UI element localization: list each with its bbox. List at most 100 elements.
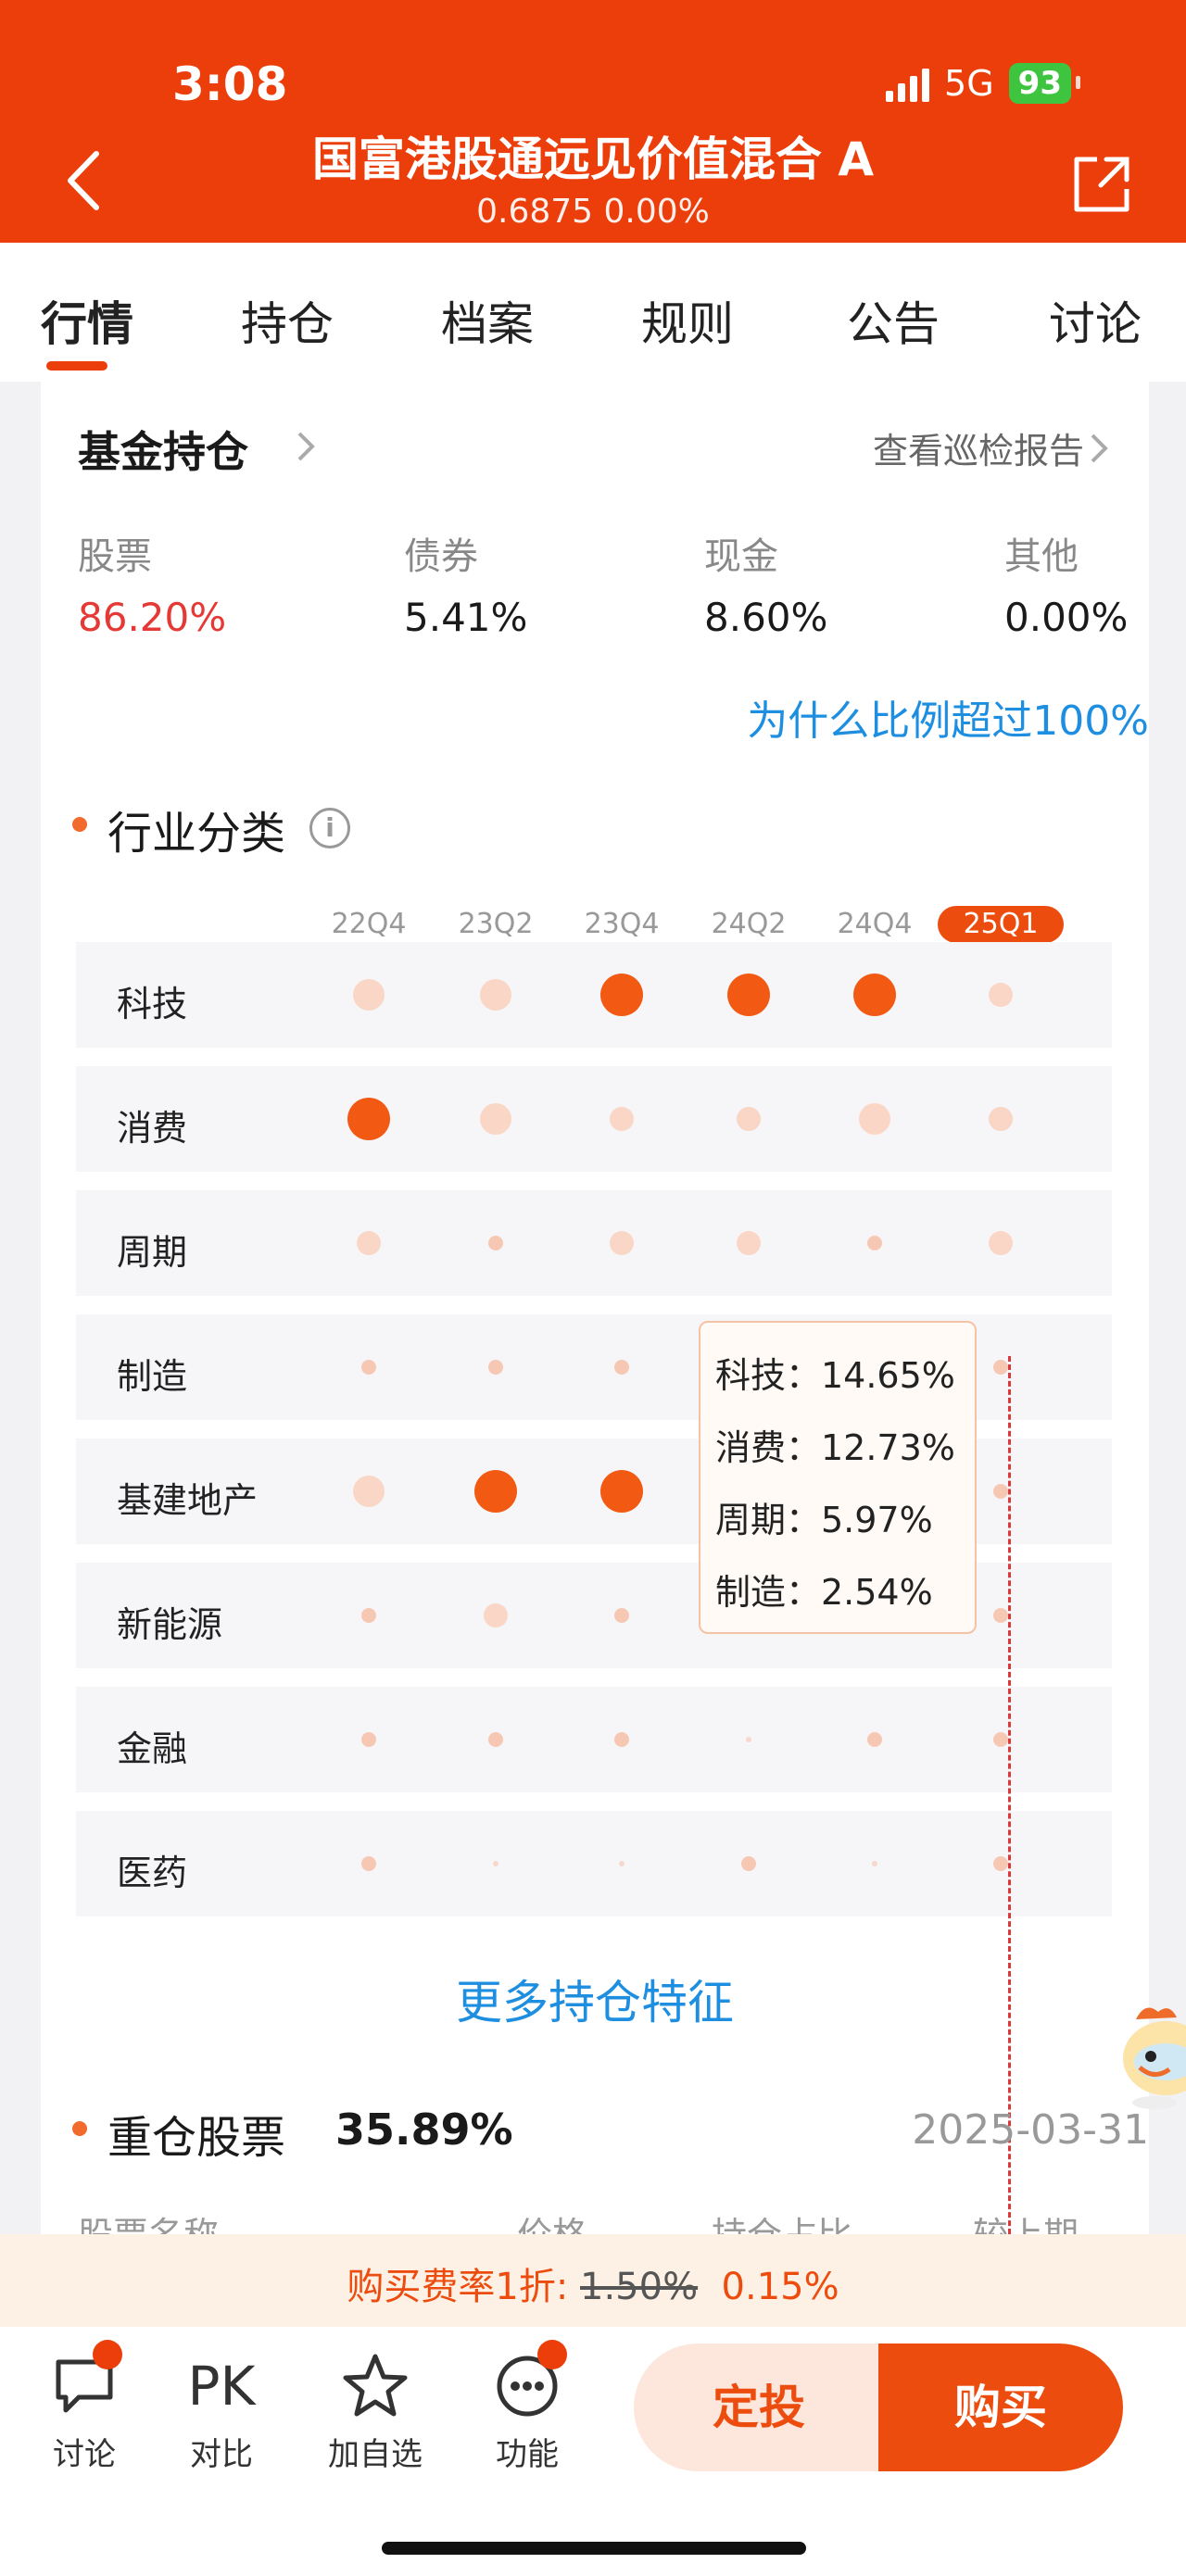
heavy-stocks-ratio: 35.89% <box>335 2105 513 2155</box>
industry-bubble[interactable] <box>347 1098 390 1140</box>
promo-prefix: 购买费率1折: <box>347 2266 581 2308</box>
industry-bubble[interactable] <box>361 1732 376 1747</box>
industry-bubble[interactable] <box>859 1103 890 1135</box>
industry-bubble[interactable] <box>480 979 511 1011</box>
tab-holdings[interactable]: 持仓 <box>241 297 334 351</box>
industry-bubble[interactable] <box>353 1476 385 1507</box>
tab-announcements[interactable]: 公告 <box>847 297 940 351</box>
industry-bubble[interactable] <box>488 1732 503 1747</box>
industry-bubble[interactable] <box>989 983 1013 1007</box>
discuss-button[interactable]: 讨论 <box>24 2349 145 2474</box>
industry-bubble[interactable] <box>737 1231 761 1255</box>
active-tab-indicator <box>46 361 107 371</box>
industry-row[interactable]: 医药 <box>76 1811 1112 1916</box>
star-icon <box>343 2354 408 2417</box>
industry-bubble[interactable] <box>619 1861 625 1866</box>
industry-bubble[interactable] <box>989 1231 1013 1255</box>
alloc-value-cash: 8.60% <box>704 595 828 640</box>
industry-title: 行业分类 <box>71 797 285 861</box>
industry-bubble[interactable] <box>853 974 896 1016</box>
heavy-stocks-title[interactable]: 重仓股票 <box>71 2101 285 2166</box>
alloc-label-other: 其他 <box>1004 535 1079 578</box>
quarter-label[interactable]: 23Q2 <box>458 908 534 940</box>
industry-bubble[interactable] <box>993 1360 1008 1375</box>
back-arrow-icon[interactable] <box>61 148 107 213</box>
quarter-label[interactable]: 23Q4 <box>584 908 660 940</box>
industry-bubble[interactable] <box>488 1360 503 1375</box>
chevron-right-icon[interactable] <box>295 430 317 463</box>
industry-bubble[interactable] <box>610 1231 634 1255</box>
industry-bubble[interactable] <box>357 1231 381 1255</box>
more-dots-icon <box>497 2356 558 2417</box>
industry-bubble[interactable] <box>872 1861 877 1866</box>
industry-bubble[interactable] <box>614 1360 629 1375</box>
industry-label: 周期 <box>117 1232 188 1273</box>
home-indicator[interactable] <box>382 2542 806 2555</box>
industry-bubble[interactable] <box>614 1732 629 1747</box>
industry-label: 消费 <box>117 1108 188 1149</box>
chevron-right-icon[interactable] <box>1088 432 1110 465</box>
functions-button[interactable]: 功能 <box>467 2349 587 2474</box>
tab-profile[interactable]: 档案 <box>441 297 534 351</box>
quarter-label[interactable]: 22Q4 <box>331 908 407 940</box>
alloc-value-bond: 5.41% <box>404 595 528 640</box>
compare-button[interactable]: PK 对比 <box>161 2349 282 2474</box>
top-header: 3:08 5G 93 国富港股通远见价值混合 A 0.6875 0.00% <box>0 0 1186 243</box>
industry-bubble[interactable] <box>727 974 770 1016</box>
industry-bubble[interactable] <box>993 1856 1008 1871</box>
sip-button[interactable]: 定投 <box>634 2344 884 2471</box>
industry-label: 新能源 <box>117 1604 223 1645</box>
industry-bubble[interactable] <box>867 1732 882 1747</box>
holdings-title[interactable]: 基金持仓 <box>78 427 248 477</box>
industry-bubble[interactable] <box>474 1470 517 1513</box>
info-icon[interactable]: i <box>309 808 350 848</box>
industry-bubble[interactable] <box>867 1236 882 1250</box>
industry-bubble[interactable] <box>361 1856 376 1871</box>
industry-bubble[interactable] <box>741 1856 756 1871</box>
industry-row[interactable]: 消费 <box>76 1066 1112 1172</box>
promo-new-rate: 0.15% <box>721 2266 839 2308</box>
tooltip-line: 制造：2.54% <box>715 1572 933 1613</box>
industry-bubble[interactable] <box>993 1608 1008 1623</box>
alloc-value-stock: 86.20% <box>78 595 227 640</box>
inspection-report-link[interactable]: 查看巡检报告 <box>872 431 1084 471</box>
industry-bubble[interactable] <box>488 1236 503 1250</box>
tab-bar: 行情 持仓 档案 规则 公告 讨论 <box>0 243 1186 382</box>
industry-bubble[interactable] <box>600 974 643 1016</box>
more-holding-features-link[interactable]: 更多持仓特征 <box>456 1976 734 2029</box>
tab-discussion[interactable]: 讨论 <box>1049 297 1142 351</box>
industry-bubble[interactable] <box>737 1107 761 1131</box>
mascot-icon[interactable] <box>1117 1992 1186 2112</box>
fee-promo-bar[interactable]: 购买费率1折: 1.50% 0.15% <box>0 2234 1186 2327</box>
buy-button[interactable]: 购买 <box>878 2344 1123 2471</box>
industry-bubble[interactable] <box>993 1484 1008 1499</box>
industry-bubble[interactable] <box>993 1732 1008 1747</box>
industry-bubble[interactable] <box>614 1608 629 1623</box>
quarter-label[interactable]: 24Q4 <box>837 908 913 940</box>
notification-dot <box>537 2340 567 2369</box>
industry-bubble[interactable] <box>361 1608 376 1623</box>
industry-bubble[interactable] <box>746 1737 751 1742</box>
tab-quotes[interactable]: 行情 <box>41 297 133 351</box>
industry-label: 医药 <box>117 1853 188 1893</box>
industry-bubble[interactable] <box>989 1107 1013 1131</box>
industry-row[interactable]: 金融 <box>76 1687 1112 1792</box>
industry-bubble[interactable] <box>353 979 385 1011</box>
signal-icon <box>886 65 930 102</box>
industry-bubble[interactable] <box>361 1360 376 1375</box>
industry-bubble[interactable] <box>600 1470 643 1513</box>
add-watchlist-button[interactable]: 加自选 <box>315 2349 435 2474</box>
fund-title: 国富港股通远见价值混合 A <box>311 132 875 186</box>
quarter-label[interactable]: 24Q2 <box>711 908 787 940</box>
share-icon[interactable] <box>1069 152 1134 217</box>
industry-bubble[interactable] <box>484 1603 508 1627</box>
industry-row[interactable]: 科技 <box>76 942 1112 1048</box>
industry-bubble[interactable] <box>480 1103 511 1135</box>
why-over-100-link[interactable]: 为什么比例超过100% <box>747 697 1149 745</box>
quarter-label-active[interactable]: 25Q1 <box>938 906 1064 943</box>
industry-bubble[interactable] <box>493 1861 498 1866</box>
alloc-label-bond: 债券 <box>404 535 478 578</box>
industry-row[interactable]: 周期 <box>76 1190 1112 1296</box>
industry-bubble[interactable] <box>610 1107 634 1131</box>
tab-rules[interactable]: 规则 <box>641 297 734 351</box>
